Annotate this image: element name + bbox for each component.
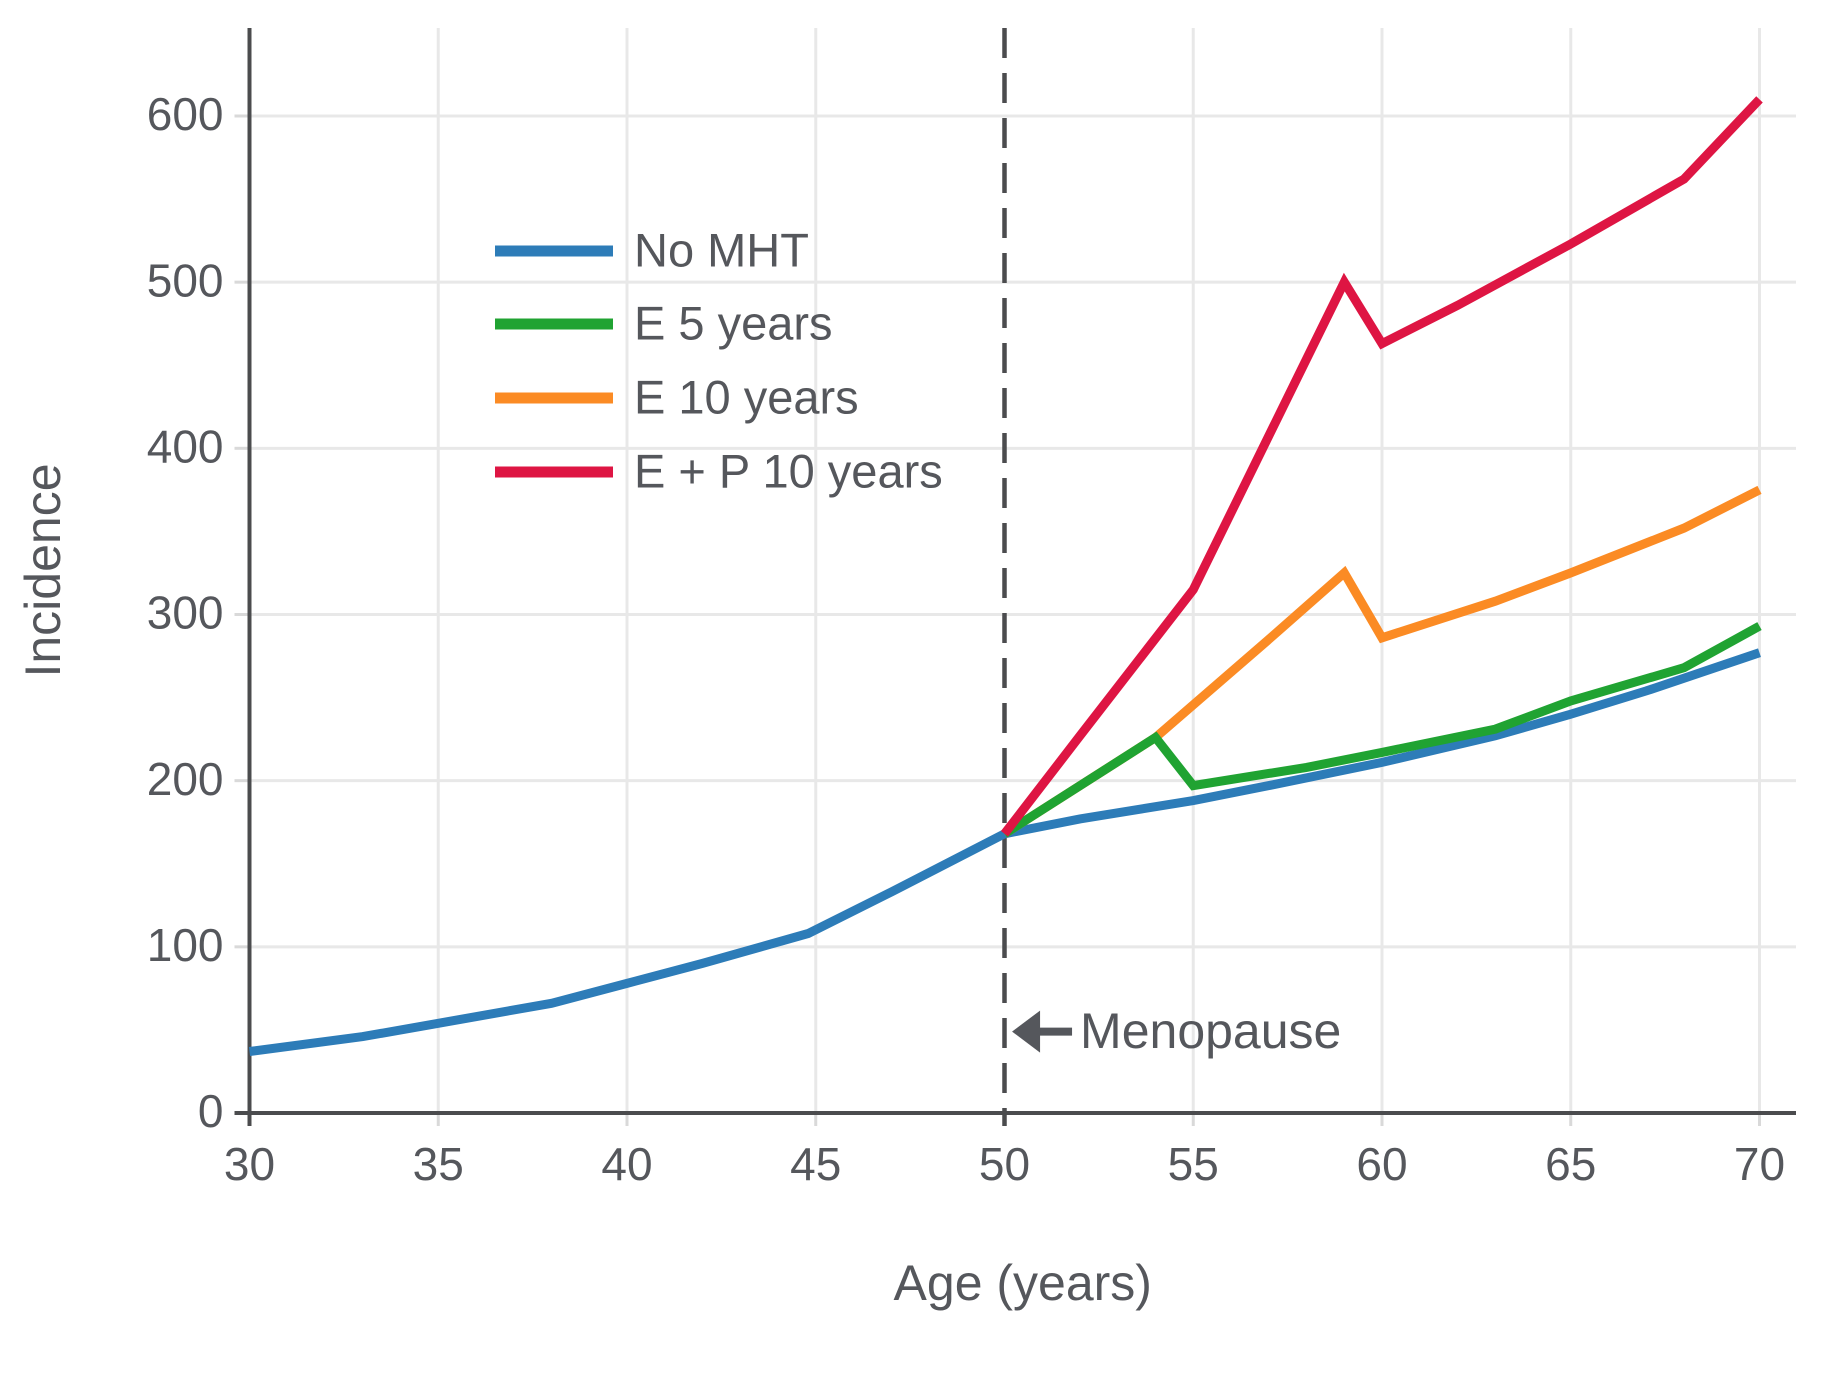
y-tick-label-400: 400 bbox=[147, 420, 224, 472]
legend-label-e-10-years: E 10 years bbox=[634, 370, 859, 423]
y-tick-label-100: 100 bbox=[147, 919, 224, 971]
x-tick-label-60: 60 bbox=[1356, 1138, 1407, 1190]
legend-label-no-mht: No MHT bbox=[634, 223, 809, 276]
series-line-e-5-years bbox=[1002, 622, 1762, 838]
series-line-e-p-10-years bbox=[1000, 96, 1763, 837]
x-tick-label-35: 35 bbox=[413, 1138, 464, 1190]
y-tick-label-200: 200 bbox=[147, 753, 224, 805]
legend-label-e-5-years: E 5 years bbox=[634, 296, 833, 349]
left-arrow-icon bbox=[1012, 1010, 1041, 1053]
y-axis-title: Incidence bbox=[15, 463, 71, 677]
x-tick-label-50: 50 bbox=[979, 1138, 1030, 1190]
x-tick-label-65: 65 bbox=[1545, 1138, 1596, 1190]
legend-label-e-p-10-years: E + P 10 years bbox=[634, 444, 943, 497]
y-tick-label-500: 500 bbox=[147, 254, 224, 306]
x-tick-label-70: 70 bbox=[1734, 1138, 1785, 1190]
y-tick-label-0: 0 bbox=[198, 1085, 224, 1137]
series-line-e-10-years bbox=[1002, 485, 1762, 838]
y-tick-label-600: 600 bbox=[147, 88, 224, 140]
x-tick-label-40: 40 bbox=[601, 1138, 652, 1190]
menopause-annotation-label: Menopause bbox=[1080, 1003, 1341, 1059]
x-axis-title: Age (years) bbox=[894, 1255, 1152, 1311]
x-tick-label-30: 30 bbox=[224, 1138, 275, 1190]
x-tick-label-45: 45 bbox=[790, 1138, 841, 1190]
y-tick-label-300: 300 bbox=[147, 587, 224, 639]
x-tick-label-55: 55 bbox=[1168, 1138, 1219, 1190]
